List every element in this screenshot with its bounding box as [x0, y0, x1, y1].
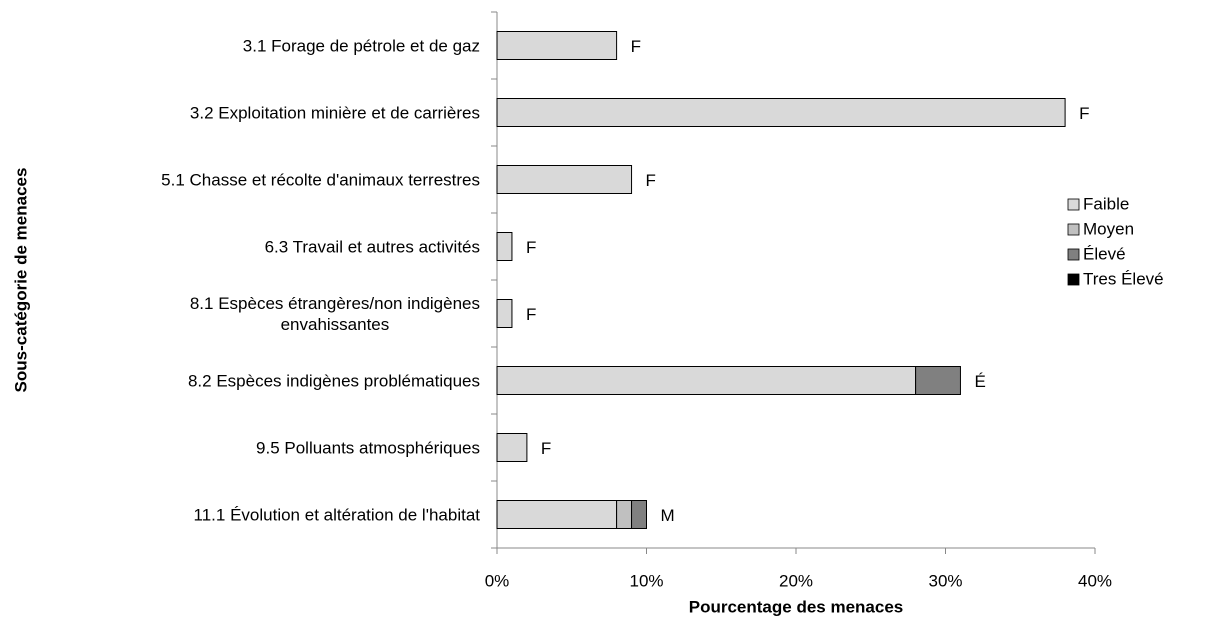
x-tick-label: 20%: [779, 571, 813, 590]
x-tick-label: 30%: [928, 571, 962, 590]
x-tick-label: 40%: [1078, 571, 1112, 590]
bar-annotation: F: [631, 37, 641, 56]
y-tick-label: 8.2 Espèces indigènes problématiques: [187, 371, 480, 390]
bar-segment: [616, 500, 633, 529]
bar-annotation: M: [661, 506, 675, 525]
legend-label: Moyen: [1083, 219, 1134, 238]
bar-annotation: F: [541, 439, 551, 458]
legend-swatch: [1067, 273, 1080, 286]
bar-segment: [496, 31, 618, 60]
bar-annotation: F: [526, 305, 536, 324]
legend-label: Tres Élevé: [1083, 269, 1164, 288]
bar-segment: [496, 98, 1066, 127]
bar-segment: [631, 500, 647, 529]
x-axis-title: Pourcentage des menaces: [689, 597, 903, 616]
bar-segment: [496, 232, 513, 261]
y-tick-label: 3.2 Exploitation minière et de carrières: [189, 103, 480, 122]
y-tick-label: 11.1 Évolution et altération de l'habita…: [193, 505, 480, 524]
bar-segment: [915, 366, 961, 395]
y-tick-label: 9.5 Polluants atmosphériques: [256, 438, 480, 457]
bar-annotation: F: [1079, 104, 1089, 123]
legend-label: Faible: [1083, 194, 1129, 213]
x-tick-label: 10%: [629, 571, 663, 590]
legend-label: Élevé: [1083, 244, 1126, 263]
bar-segment: [496, 500, 618, 529]
y-tick-label: 3.1 Forage de pétrole et de gaz: [242, 36, 480, 55]
bar-annotation: É: [974, 372, 985, 391]
bar-segment: [496, 165, 633, 194]
legend-swatch: [1067, 223, 1080, 236]
bar-segment: [496, 366, 917, 395]
y-tick-label: 8.1 Espèces étrangères/non indigènes env…: [189, 293, 480, 334]
bar-segment: [496, 433, 528, 462]
y-tick-label: 6.3 Travail et autres activités: [264, 237, 480, 256]
bar-annotation: F: [526, 238, 536, 257]
x-tick-label: 0%: [485, 571, 510, 590]
y-axis-title: Sous-catégorie de menaces: [11, 168, 30, 393]
bar-annotation: F: [646, 171, 656, 190]
legend-swatch: [1067, 248, 1080, 261]
bar-segment: [496, 299, 513, 328]
legend-swatch: [1067, 198, 1080, 211]
y-tick-label: 5.1 Chasse et récolte d'animaux terrestr…: [161, 170, 480, 189]
